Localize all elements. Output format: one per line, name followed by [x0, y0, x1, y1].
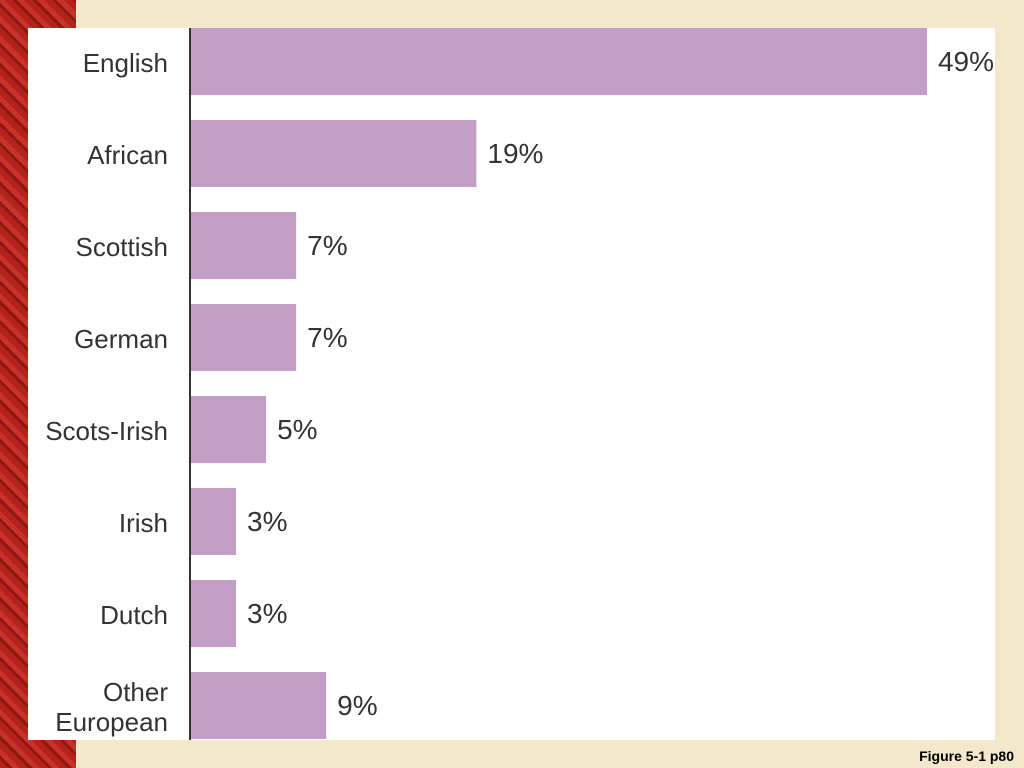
caption: Figure 5-1 p80 — [919, 748, 1014, 764]
value-label: 5% — [277, 414, 317, 445]
bar — [191, 304, 297, 371]
category-label: German — [74, 323, 168, 354]
category-label: Scottish — [75, 231, 169, 262]
value-label: 7% — [307, 322, 347, 353]
value-label: 3% — [247, 506, 287, 537]
bar — [191, 120, 477, 187]
category-label: Dutch — [100, 599, 168, 630]
bar — [191, 28, 927, 95]
category-label: English — [82, 47, 168, 78]
category-label: Irish — [118, 507, 168, 538]
value-label: 49% — [938, 46, 994, 77]
value-label: 3% — [247, 598, 287, 629]
bar — [191, 212, 297, 279]
value-label: 9% — [337, 690, 377, 721]
bar — [191, 488, 237, 555]
bar — [191, 672, 327, 739]
category-label: African — [87, 139, 168, 170]
bar — [191, 580, 237, 647]
category-label: Scots-Irish — [45, 415, 168, 446]
value-label: 19% — [487, 138, 543, 169]
category-label: Other European — [55, 676, 168, 737]
bar — [191, 396, 267, 463]
value-label: 7% — [307, 230, 347, 261]
